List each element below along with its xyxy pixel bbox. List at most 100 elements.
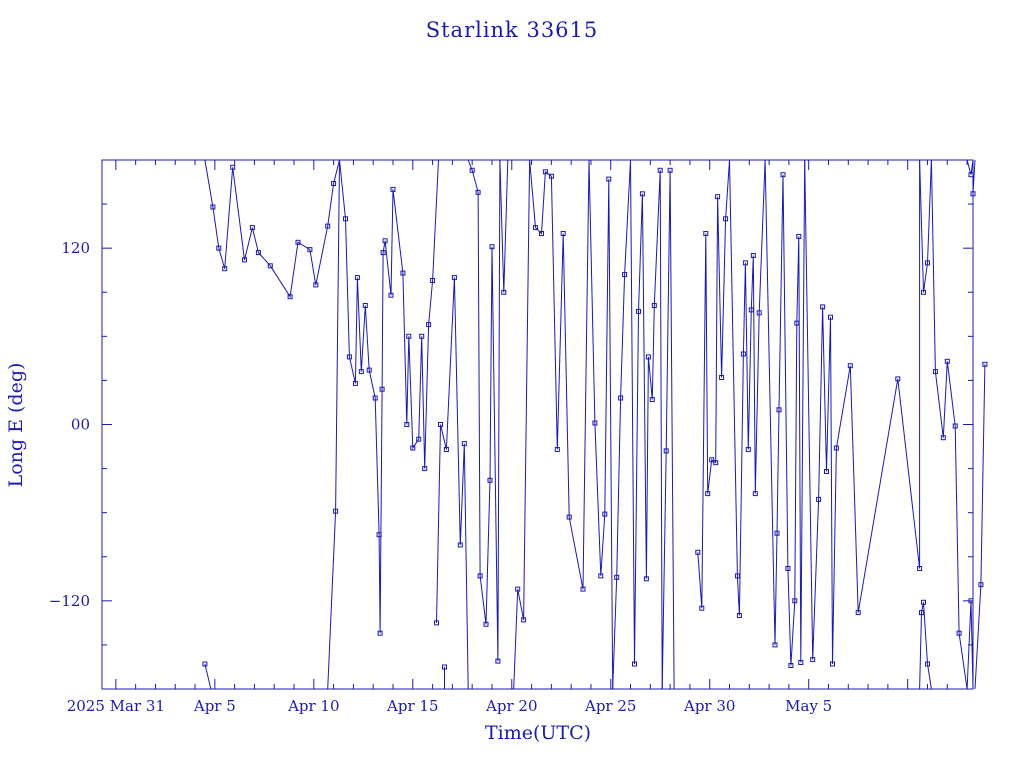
data-point [443, 447, 449, 452]
data-point [940, 435, 946, 441]
chart-title: Starlink 33615 [426, 18, 599, 42]
series-line-segment [436, 277, 469, 690]
series-line-segment [339, 159, 439, 634]
series-line-segment [499, 159, 509, 293]
series-line-segment [630, 159, 663, 690]
data-point [461, 441, 467, 447]
series-line-segment [764, 159, 806, 666]
data-point [331, 181, 337, 186]
series-line-segment [327, 159, 340, 690]
x-minor-ticks [115, 160, 968, 689]
x-tick-label: Apr 5 [193, 697, 236, 715]
data-point [719, 375, 725, 380]
data-point [533, 225, 538, 231]
data-point [380, 250, 386, 256]
data-point [222, 266, 228, 272]
data-point [643, 576, 649, 582]
data-point [580, 586, 586, 592]
x-tick-label: 2025 Mar 31 [67, 697, 165, 715]
data-point [645, 354, 651, 360]
data-point [521, 617, 527, 623]
data-point [919, 610, 924, 616]
data-point [426, 322, 432, 328]
data-point [828, 314, 833, 320]
data-point [810, 657, 816, 663]
data-point [249, 225, 255, 231]
data-point [377, 630, 383, 636]
series-line-segment [204, 663, 212, 690]
data-point [388, 292, 394, 298]
data-point [968, 598, 974, 604]
data-point [780, 172, 786, 178]
series-line-segment [919, 602, 932, 690]
series-line-segment [966, 600, 974, 690]
data-point [703, 231, 709, 236]
data-point [663, 448, 669, 454]
data-point [774, 530, 780, 536]
data-point [422, 466, 428, 472]
data-point [622, 272, 628, 278]
x-tick-label: Apr 10 [287, 697, 339, 715]
data-point [566, 514, 572, 520]
data-point [287, 294, 293, 300]
data-point [495, 658, 501, 664]
series-line-segment [529, 159, 590, 590]
data-point [313, 282, 319, 288]
y-tick-label: −120 [49, 592, 90, 610]
data-point [379, 386, 385, 392]
data-point [745, 447, 751, 452]
data-point [699, 605, 705, 611]
data-point [956, 630, 962, 636]
series-line-segment [697, 159, 730, 609]
data-point [636, 308, 641, 314]
data-point [776, 407, 782, 413]
data-point [772, 642, 778, 648]
data-point [362, 303, 368, 308]
data-point [358, 369, 364, 375]
data-point [618, 395, 624, 401]
data-point [756, 310, 762, 316]
data-point [554, 447, 560, 452]
data-point [932, 369, 938, 375]
x-tick-label: May 5 [785, 697, 832, 715]
series-line-segment [467, 159, 501, 662]
data-point [598, 573, 604, 579]
data-point [451, 275, 457, 281]
data-point [792, 598, 798, 604]
series-line-segment [661, 170, 675, 690]
data-point [410, 445, 416, 451]
data-point [542, 169, 548, 175]
data-point [419, 333, 425, 339]
data-point [750, 253, 756, 258]
data-point [325, 223, 331, 229]
series-line-segment [513, 159, 531, 690]
series-line-segment [919, 159, 932, 293]
data-point [400, 270, 406, 276]
data-point [295, 239, 301, 245]
x-tick-label: Apr 30 [683, 697, 735, 715]
data-point [734, 573, 740, 579]
data-point [352, 380, 358, 386]
data-point [560, 231, 566, 236]
data-point [382, 238, 388, 244]
data-point [307, 247, 313, 253]
data-point [667, 167, 673, 173]
data-point [539, 231, 544, 236]
data-point [657, 167, 663, 173]
data-point [469, 167, 475, 173]
y-tick-labels: 120 00 −120 [49, 239, 90, 610]
data-point [438, 422, 443, 427]
data-point [230, 164, 236, 170]
data-point [354, 275, 360, 281]
data-point [921, 289, 926, 295]
data-point [442, 664, 447, 670]
data-point [434, 620, 439, 626]
data-point [748, 307, 754, 313]
data-point [978, 582, 984, 588]
data-point [366, 367, 372, 373]
series-line-segment [204, 159, 340, 299]
data-point [970, 191, 976, 197]
data-point [794, 320, 800, 326]
data-point [649, 397, 655, 402]
data-point [785, 566, 791, 571]
